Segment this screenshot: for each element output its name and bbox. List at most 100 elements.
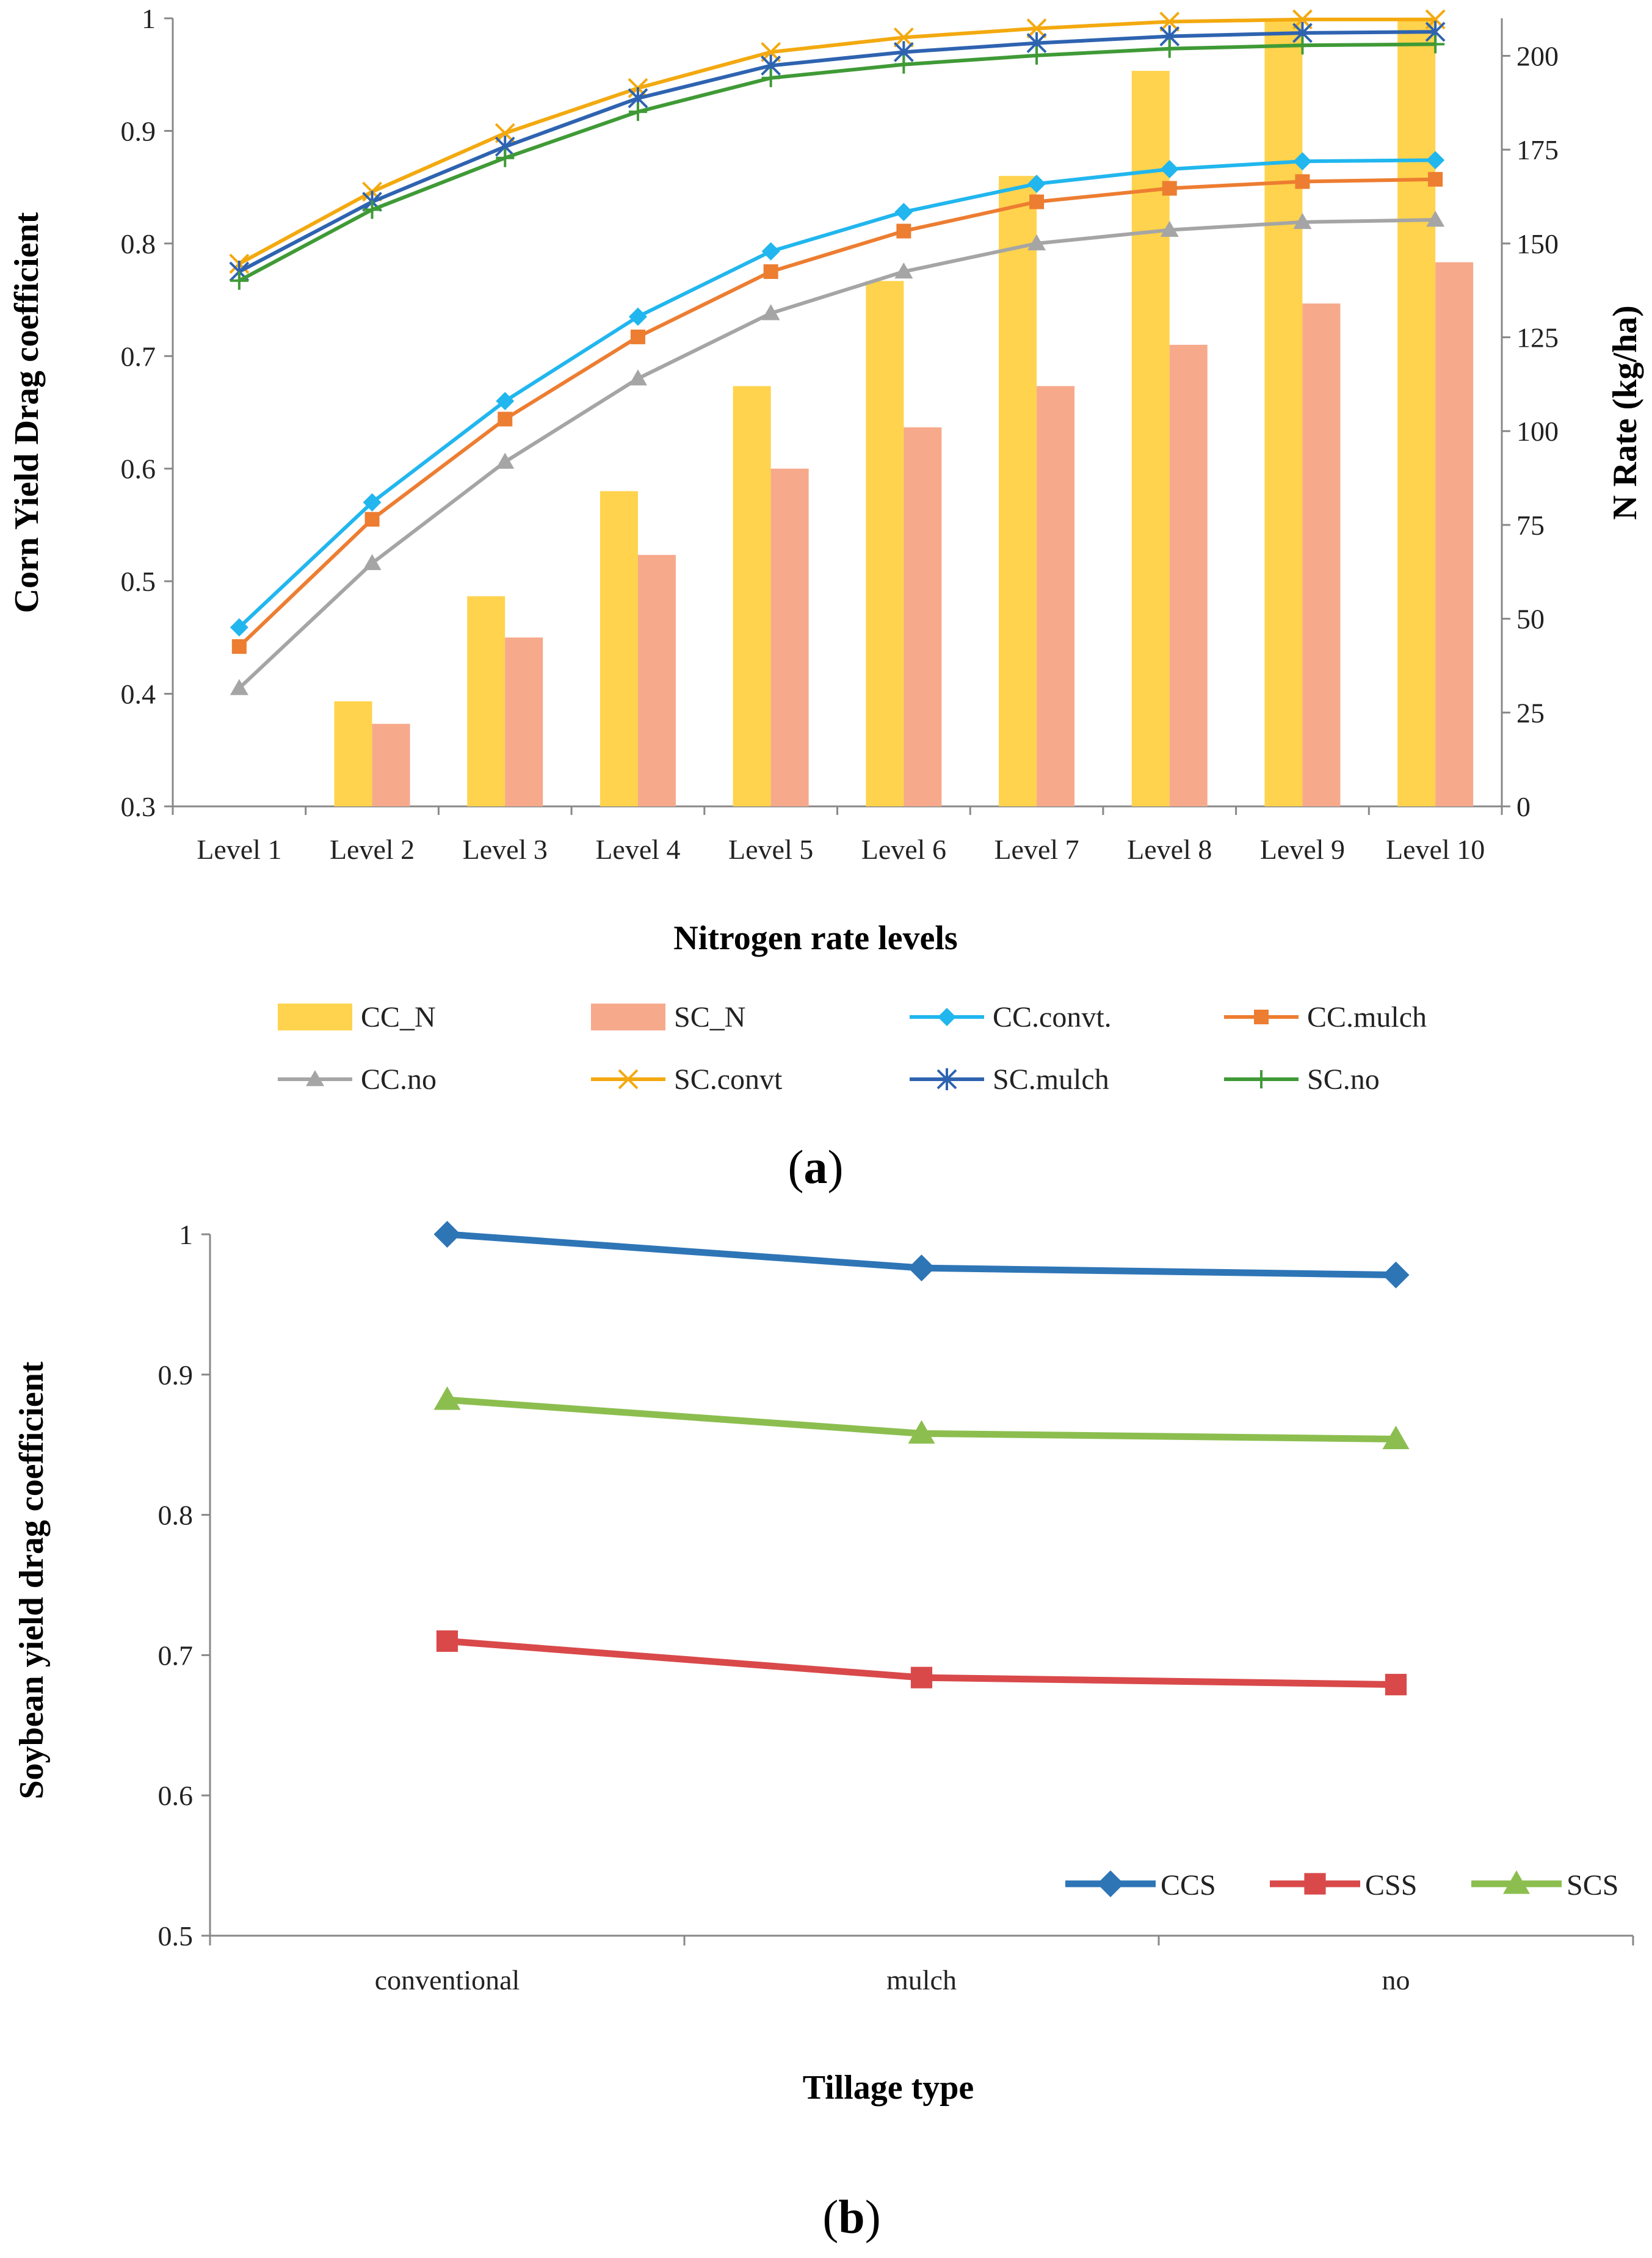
a-y-tick-label: 0.5 <box>121 566 156 597</box>
a-point-cc-convt <box>1426 151 1445 170</box>
b-x-axis-title: Tillage type <box>803 2069 974 2107</box>
b-panel-letter: b <box>838 2190 864 2243</box>
a-legend-label-cc-no: CC.no <box>361 1063 437 1096</box>
a-point-cc-convt <box>894 203 913 222</box>
a-point-sc-convt <box>1026 18 1047 39</box>
b-point-scs <box>908 1420 935 1444</box>
a-line-cc-no <box>237 218 1436 690</box>
a-legend-label-cc-n: CC_N <box>361 1001 436 1033</box>
a-x-tick-label: Level 9 <box>1260 834 1345 865</box>
a-point-cc-no <box>761 304 780 320</box>
a-bar-sc-n <box>1169 344 1208 806</box>
a-y-tick-label: 1 <box>142 3 156 34</box>
a-legend-label-sc-mulch: SC.mulch <box>993 1063 1109 1096</box>
a-panel-letter: a <box>804 1140 828 1193</box>
a-point-cc-no <box>1027 234 1046 251</box>
a-legend-label-cc-mulch: CC.mulch <box>1307 1001 1427 1033</box>
a-bar-cc-n <box>334 701 372 806</box>
b-legend-label-ccs: CCS <box>1161 1869 1216 1902</box>
a-y2-tick-label: 75 <box>1516 510 1545 541</box>
b-point-ccs <box>1382 1261 1410 1289</box>
a-legend-label-cc-convt: CC.convt. <box>993 1001 1112 1033</box>
a-point-sc-no <box>1160 39 1179 58</box>
a-bar-sc-n <box>1037 386 1075 806</box>
b-legend-marker-ccs <box>1097 1870 1124 1897</box>
a-point-sc-convt <box>893 27 914 48</box>
a-bar-sc-n <box>505 637 543 806</box>
a-x-tick-label: Level 2 <box>330 834 415 865</box>
a-point-cc-mulch <box>896 223 911 239</box>
a-x-axis-title: Nitrogen rate levels <box>673 919 957 957</box>
a-point-cc-no <box>1293 212 1312 230</box>
b-x-tick-label: conventional <box>375 1964 520 1996</box>
a-y2-axis-title: N Rate (kg/ha) <box>1606 305 1644 520</box>
a-legend-marker-sc-no <box>1252 1070 1270 1088</box>
a-panel-label: (a) <box>788 1140 844 1193</box>
b-point-css <box>910 1666 933 1688</box>
a-y-tick-label: 0.6 <box>121 454 156 485</box>
a-point-cc-no <box>628 369 647 386</box>
a-point-cc-convt <box>496 392 515 411</box>
a-point-cc-convt <box>1293 152 1312 171</box>
a-line-sc-convt <box>238 17 1436 266</box>
a-bar-cc-n <box>1397 18 1436 806</box>
a-line-sc-mulch <box>238 30 1436 273</box>
b-y-tick-label: 0.5 <box>158 1920 194 1952</box>
a-point-cc-no <box>894 262 913 279</box>
a-point-sc-convt <box>1159 12 1180 32</box>
chart-b: 0.5 0.6 0.7 0.8 0.9 1 conventional mulch no CCS CS… <box>158 1219 1634 1996</box>
a-bar-sc-n <box>904 427 942 806</box>
a-point-cc-convt <box>1027 175 1046 194</box>
b-x-tick-label: mulch <box>886 1964 957 1996</box>
a-x-tick-label: Level 1 <box>197 834 281 865</box>
a-bar-sc-n <box>770 468 809 806</box>
a-y2-tick-label: 0 <box>1516 791 1531 822</box>
b-panel-label: (b) <box>822 2190 880 2243</box>
b-point-css <box>1385 1674 1407 1696</box>
a-bar-cc-n <box>999 176 1037 806</box>
a-point-cc-convt <box>1160 160 1179 179</box>
chart-a: 0.3 0.4 0.5 0.6 0.7 0.8 0.9 1 0 25 50 75 100 125 150 17… <box>121 3 1559 1096</box>
b-legend-label-scs: SCS <box>1567 1869 1618 1902</box>
a-x-tick-label: Level 3 <box>463 834 548 865</box>
a-bar-cc-n <box>1264 18 1303 806</box>
a-point-sc-no <box>230 271 248 290</box>
a-y-tick-label: 0.9 <box>121 115 156 147</box>
a-point-cc-mulch <box>630 329 645 344</box>
a-point-sc-no <box>628 103 647 121</box>
a-point-cc-no <box>496 452 515 469</box>
a-y-tick-label: 0.8 <box>121 228 156 259</box>
a-x-tick-label: Level 8 <box>1127 834 1212 865</box>
a-y-tick-label: 0.3 <box>121 791 156 822</box>
a-y2-tick-label: 50 <box>1516 604 1545 635</box>
a-point-sc-no <box>761 68 780 87</box>
b-y-tick-label: 0.8 <box>158 1500 194 1531</box>
a-bar-cc-n <box>600 491 638 806</box>
b-y-tick-label: 0.9 <box>158 1359 194 1391</box>
a-y-tick-label: 0.7 <box>121 341 156 372</box>
a-legend-swatch-sc-n <box>591 1004 665 1030</box>
a-legend-marker-cc-mulch <box>1254 1010 1269 1024</box>
a-point-cc-no <box>363 554 382 570</box>
a-point-cc-mulch <box>364 512 380 527</box>
a-line-cc-convt <box>237 158 1436 629</box>
b-y-tick-label: 1 <box>179 1219 193 1250</box>
a-point-cc-convt <box>230 618 248 637</box>
a-point-sc-no <box>1426 35 1445 54</box>
a-point-sc-no <box>1027 46 1046 65</box>
b-y-axis-title: Soybean yield drag coefficient <box>13 1361 51 1799</box>
a-bar-sc-n <box>637 555 676 806</box>
a-y2-tick-label: 125 <box>1516 322 1559 353</box>
a-legend-label-sc-n: SC_N <box>674 1001 745 1033</box>
a-legend-marker-cc-no <box>306 1070 324 1087</box>
a-point-sc-no <box>1293 36 1312 55</box>
a-y-axis-title: Corn Yield Drag coefficient <box>8 212 46 613</box>
a-point-cc-no <box>230 679 248 695</box>
b-legend-marker-css <box>1304 1873 1326 1895</box>
a-bars <box>334 18 1474 806</box>
a-legend-marker-sc-convt <box>618 1069 639 1090</box>
a-bar-sc-n <box>1302 303 1341 806</box>
a-point-cc-mulch <box>1162 181 1177 196</box>
a-point-cc-mulch <box>1428 172 1443 187</box>
a-point-cc-convt <box>761 242 780 261</box>
